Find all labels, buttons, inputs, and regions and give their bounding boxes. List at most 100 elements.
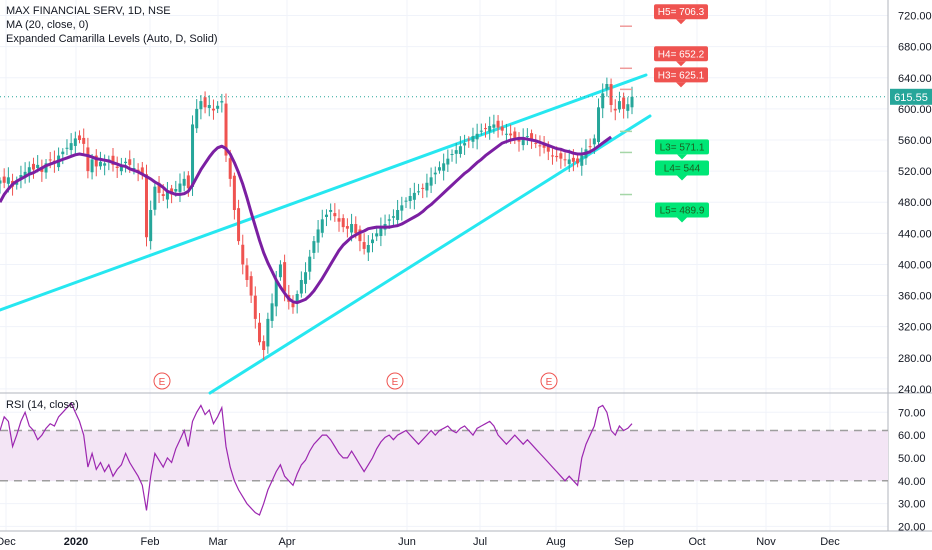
candle-body-75 (312, 241, 316, 253)
rsi-legend-box: RSI (14, close) (6, 398, 79, 412)
candle-74 (308, 249, 312, 280)
candle-body-136 (567, 159, 571, 164)
time-tick-10: Nov (756, 536, 776, 548)
candle-body-43 (178, 183, 182, 192)
candle-body-115 (479, 130, 483, 132)
candle-body-99 (412, 192, 416, 200)
candle-50 (207, 95, 211, 117)
candle-38 (157, 175, 161, 203)
price-tick-6: 480.00 (898, 197, 932, 209)
candle-98 (408, 187, 412, 209)
candle-body-2 (6, 177, 10, 184)
candle-145 (605, 77, 609, 97)
candle-body-109 (454, 150, 458, 154)
camarilla-badge-4 (655, 160, 709, 176)
candle-144 (601, 83, 605, 119)
candle-body-111 (463, 143, 467, 146)
camarilla-legend[interactable]: Expanded Camarilla Levels (Auto, D, Soli… (6, 33, 218, 45)
candle-body-18 (73, 138, 77, 146)
candle-body-19 (78, 135, 82, 140)
candle-body-74 (308, 256, 312, 272)
candle-body-45 (186, 175, 190, 189)
rsi-band (0, 429, 888, 482)
candle-126 (525, 128, 529, 146)
candle-body-83 (345, 226, 349, 229)
candle-67 (278, 260, 282, 281)
event-circle-0 (153, 372, 171, 390)
candle-body-54 (224, 103, 228, 156)
event-circle-1 (386, 372, 404, 390)
event-marker-0: E (153, 372, 171, 390)
candle-body-48 (199, 101, 203, 110)
candle-body-149 (622, 97, 626, 109)
candle-body-123 (513, 131, 517, 139)
candle-52 (216, 101, 220, 114)
candle-body-113 (471, 136, 475, 142)
candle-119 (496, 115, 500, 138)
time-tick-5: Jun (398, 536, 416, 548)
time-tick-9: Oct (688, 536, 705, 548)
candle-body-64 (266, 318, 270, 347)
candle-body-87 (362, 242, 366, 249)
candle-body-63 (262, 341, 266, 350)
candle-112 (467, 136, 471, 148)
candle-111 (463, 134, 467, 155)
candle-body-151 (630, 96, 634, 108)
candle-87 (362, 233, 366, 255)
candle-89 (371, 233, 375, 253)
candle-body-66 (274, 280, 278, 307)
candle-body-20 (82, 137, 86, 144)
rsi-band-fill (0, 430, 888, 481)
ma-legend[interactable]: MA (20, close, 0) (6, 19, 89, 31)
candle-body-93 (387, 219, 391, 221)
candle-body-58 (241, 244, 245, 265)
candle-body-77 (320, 219, 324, 233)
candle-body-27 (111, 155, 115, 165)
camarilla-levels: H5= 706.3 H4= 652.2 H3= 625.1 L3= 571.1 L4= … (620, 4, 709, 223)
candle-105 (437, 161, 441, 174)
candle-body-31 (128, 159, 132, 165)
candle-88 (366, 235, 370, 261)
candle-117 (488, 116, 492, 140)
candle-body-68 (283, 262, 287, 292)
candle-25 (103, 154, 107, 176)
candle-body-147 (613, 108, 617, 111)
candle-109 (454, 142, 458, 164)
symbol-legend[interactable]: MAX FINANCIAL SERV, 1D, NSE (6, 5, 171, 17)
time-tick-6: Jul (473, 536, 487, 548)
candle-body-12 (48, 159, 52, 161)
candle-body-30 (124, 161, 128, 164)
ma20-line (0, 135, 612, 305)
candle-body-29 (119, 165, 123, 172)
candle-body-91 (379, 227, 383, 237)
price-tick-9: 600.00 (898, 104, 932, 116)
candle-body-100 (417, 191, 421, 193)
candle-body-82 (341, 218, 345, 228)
candle-146 (609, 78, 613, 113)
candle-7 (27, 161, 31, 183)
candle-body-120 (500, 126, 504, 131)
candle-17 (69, 133, 73, 158)
time-tick-7: Aug (546, 536, 566, 548)
event-circle-2 (540, 372, 558, 390)
candle-body-71 (295, 294, 299, 304)
candle-body-125 (521, 138, 525, 146)
candle-6 (23, 162, 27, 184)
camarilla-pointer-1 (676, 61, 686, 67)
candle-body-23 (94, 155, 98, 167)
candle-70 (291, 295, 295, 314)
rsi-legend[interactable]: RSI (14, close) (6, 399, 79, 411)
candle-body-53 (220, 101, 224, 103)
candle-body-122 (509, 133, 513, 136)
price-tick-11: 680.00 (898, 42, 932, 54)
candle-10 (40, 159, 44, 182)
candle-77 (320, 209, 324, 238)
candle-116 (484, 123, 488, 138)
candle-44 (182, 171, 186, 192)
candle-body-44 (182, 178, 186, 186)
rsi-line (0, 402, 633, 516)
candle-body-137 (571, 157, 575, 162)
candle-138 (576, 154, 580, 168)
candle-body-47 (195, 108, 199, 129)
